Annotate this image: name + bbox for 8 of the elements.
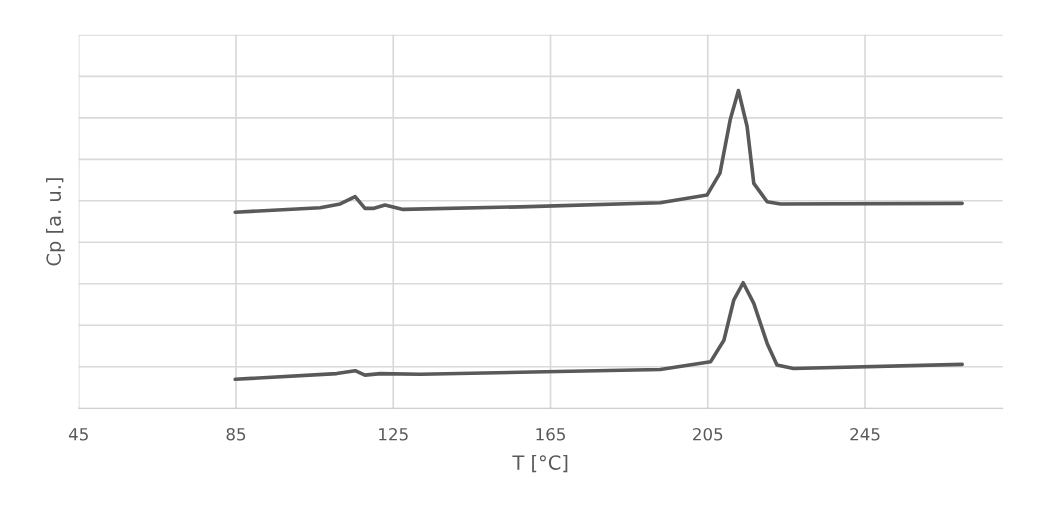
x-tick-label: 205 bbox=[693, 427, 723, 441]
x-tick-label: 125 bbox=[379, 427, 408, 441]
x-axis-title: T [°C] bbox=[512, 454, 568, 473]
x-tick-label: 85 bbox=[226, 427, 246, 441]
y-axis-title: Cp [a. u.] bbox=[46, 178, 65, 266]
x-tick-label: 165 bbox=[536, 427, 565, 441]
x-tick-label: 245 bbox=[850, 427, 880, 441]
x-tick-label: 45 bbox=[68, 428, 88, 441]
